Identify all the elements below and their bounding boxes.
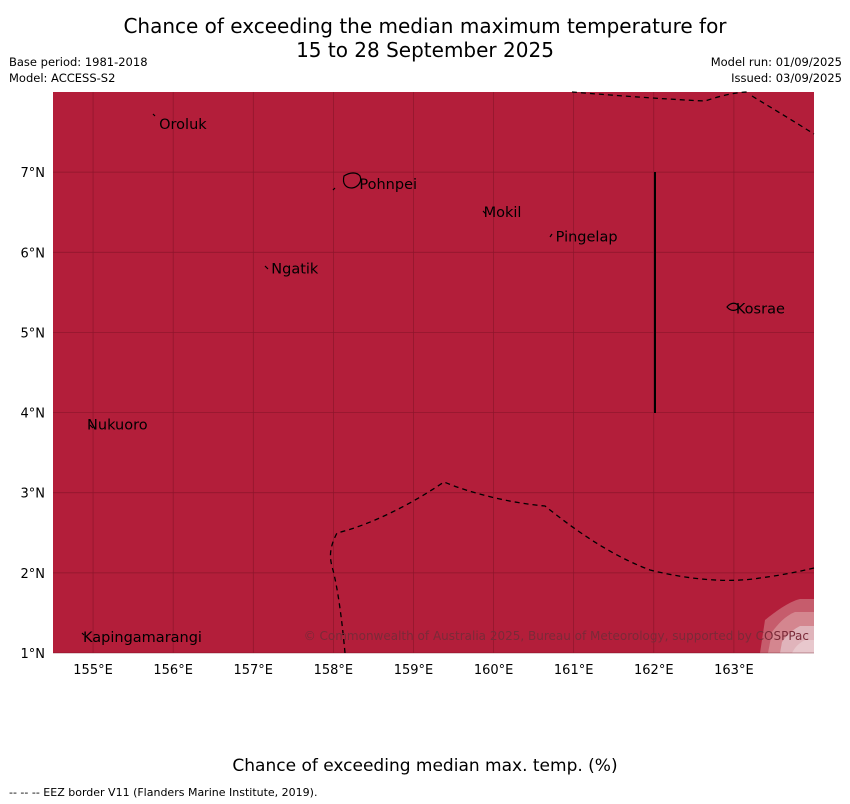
eez-border-northeast <box>751 95 815 135</box>
probability-field <box>53 92 814 653</box>
island-outlines <box>81 113 740 636</box>
place-label-kosrae: Kosrae <box>736 301 785 317</box>
place-label-pingelap: Pingelap <box>556 229 618 245</box>
place-label-nukuoro: Nukuoro <box>87 418 148 434</box>
lon-tick-label: 159°E <box>394 663 434 678</box>
lat-tick-label: 1°N <box>21 647 46 662</box>
graticule <box>53 92 814 654</box>
place-label-kapingamarangi: Kapingamarangi <box>83 630 202 646</box>
pingelap-outline <box>549 233 553 238</box>
colorbar-title: Chance of exceeding median max. temp. (%… <box>232 756 618 776</box>
map-title: Chance of exceeding the median maximum t… <box>0 14 850 62</box>
eez-border-north <box>571 91 751 102</box>
meta-right: Model run: 01/09/2025 Issued: 03/09/2025 <box>711 54 842 86</box>
lon-tick-label: 157°E <box>233 663 273 678</box>
latitude-labels: 1°N 2°N 3°N 4°N 5°N 6°N 7°N <box>21 166 46 662</box>
place-label-oroluk: Oroluk <box>159 117 207 133</box>
longitude-labels: 155°E 156°E 157°E 158°E 159°E 160°E 161°E 162°E… <box>73 663 753 678</box>
lat-tick-label: 4°N <box>21 407 46 422</box>
meta-left: Base period: 1981-2018 Model: ACCESS-S2 <box>9 54 148 86</box>
place-label-pohnpei: Pohnpei <box>359 177 417 193</box>
contour-60 <box>792 640 814 653</box>
issued-date: Issued: 03/09/2025 <box>731 71 842 85</box>
lat-tick-label: 2°N <box>21 567 46 582</box>
ant-atoll-outline <box>332 187 336 191</box>
probability-contours <box>760 599 814 653</box>
place-label-mokil: Mokil <box>484 205 522 221</box>
lat-tick-label: 6°N <box>21 246 46 261</box>
eez-border-south <box>329 481 815 654</box>
lon-tick-label: 163°E <box>714 663 754 678</box>
lon-tick-label: 156°E <box>153 663 193 678</box>
nukuoro-outline <box>89 424 94 429</box>
mokil-outline <box>482 210 487 215</box>
lon-tick-label: 158°E <box>314 663 354 678</box>
ngatik-outline <box>264 265 269 270</box>
lon-tick-label: 161°E <box>554 663 594 678</box>
kosrae-outline <box>726 302 740 311</box>
pohnpei-outline <box>342 172 362 189</box>
lon-tick-label: 155°E <box>73 663 113 678</box>
lon-tick-label: 160°E <box>474 663 514 678</box>
title-line-2: 15 to 28 September 2025 <box>296 38 554 62</box>
footnote: -- -- -- EEZ border V11 (Flanders Marine… <box>9 786 318 799</box>
model-run: Model run: 01/09/2025 <box>710 55 842 69</box>
place-labels: Oroluk Pohnpei Mokil Pingelap Ngatik Kosrae Nu… <box>83 117 785 646</box>
lat-tick-label: 5°N <box>21 326 46 341</box>
lat-tick-label: 7°N <box>21 166 46 181</box>
place-label-ngatik: Ngatik <box>271 261 319 277</box>
title-line-1: Chance of exceeding the median maximum t… <box>123 14 727 38</box>
base-period: Base period: 1981-2018 <box>9 55 148 69</box>
map-panel: Oroluk Pohnpei Mokil Pingelap Ngatik Kosrae Nu… <box>21 91 815 678</box>
kapingamarangi-outline <box>81 632 85 636</box>
lon-tick-label: 162°E <box>634 663 674 678</box>
copyright-notice: © Commonwealth of Australia 2025, Bureau… <box>304 629 809 643</box>
oroluk-outline <box>152 113 156 117</box>
eez-borders <box>329 91 815 654</box>
model-name: Model: ACCESS-S2 <box>9 71 116 85</box>
lat-tick-label: 3°N <box>21 487 46 502</box>
